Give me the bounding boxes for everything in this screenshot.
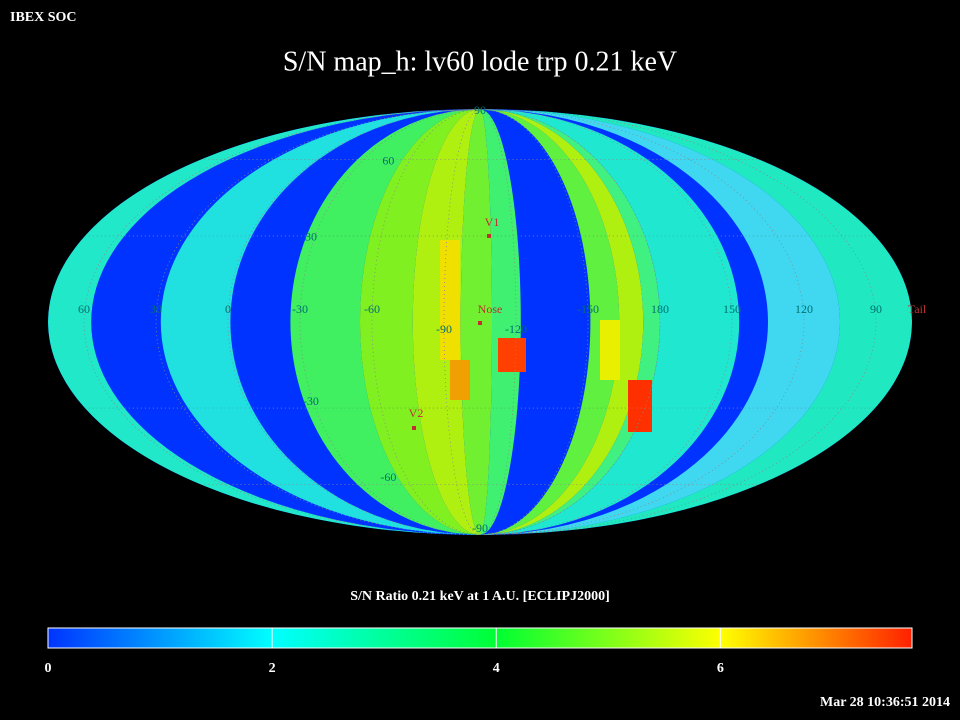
- lon-label: -60: [364, 302, 380, 316]
- lon-label: -120: [505, 322, 527, 336]
- lat-label: 30: [305, 230, 317, 244]
- lon-label: 90: [870, 302, 882, 316]
- map-patch: [628, 380, 652, 432]
- timestamp: Mar 28 10:36:51 2014: [820, 695, 950, 710]
- colorbar-tick-label: 4: [493, 661, 500, 676]
- lon-label: 180: [651, 302, 669, 316]
- map-patch: [498, 338, 526, 372]
- lat-label: 60: [382, 153, 394, 167]
- map-patch: [600, 320, 620, 380]
- nose-label: Nose: [478, 302, 503, 316]
- lon-label: 60: [78, 302, 90, 316]
- tail-label: Tail: [908, 302, 927, 316]
- map-strip: [480, 109, 840, 535]
- map-strip: [290, 109, 480, 535]
- map-strip: [160, 109, 481, 535]
- map-patch: [450, 360, 470, 400]
- lon-label: 0: [225, 302, 231, 316]
- map-strip: [480, 109, 644, 535]
- colorbar-ticks: 0 2 4 6: [45, 628, 724, 676]
- v2-label: V2: [409, 406, 424, 420]
- map-labels: 60 30 0 -30 -60 -90 -120 -150 180 150 120 90 90 60 30 -…: [78, 103, 882, 535]
- map-patch: [440, 240, 460, 360]
- colorbar: [47, 627, 913, 649]
- colorbar-tick-label: 0: [45, 661, 52, 676]
- lon-label: -90: [436, 322, 452, 336]
- colorbar-tick-label: 6: [717, 661, 724, 676]
- meridian: [479, 109, 517, 535]
- map-strip: [480, 109, 620, 535]
- org: IBEX SOC: [10, 10, 77, 25]
- lon-label: 30: [150, 302, 162, 316]
- title: S/N map_h: lv60 lode trp 0.21 keV: [283, 46, 677, 77]
- lon-label: 150: [723, 302, 741, 316]
- map-strip: [360, 109, 480, 535]
- map-grid: [83, 109, 877, 535]
- map-strip: [480, 109, 521, 535]
- colorbar-tick-label: 2: [269, 661, 276, 676]
- nose-dot: [478, 321, 482, 325]
- lon-label: 120: [795, 302, 813, 316]
- map-strip: [480, 109, 740, 535]
- v1-label: V1: [485, 215, 500, 229]
- v1-dot: [487, 234, 491, 238]
- lat-label: 90: [474, 103, 486, 117]
- map-strip: [460, 109, 492, 535]
- lat-label: -60: [380, 470, 396, 484]
- lat-label: -30: [303, 394, 319, 408]
- map-strip: [480, 109, 912, 535]
- lat-label: -90: [472, 521, 488, 535]
- colorbar-label: S/N Ratio 0.21 keV at 1 A.U. [ECLIPJ2000…: [350, 589, 610, 604]
- sky-map: [48, 109, 912, 535]
- lon-label: -150: [577, 302, 599, 316]
- map-strips: [48, 109, 912, 535]
- v2-dot: [412, 426, 416, 430]
- lon-label: -30: [292, 302, 308, 316]
